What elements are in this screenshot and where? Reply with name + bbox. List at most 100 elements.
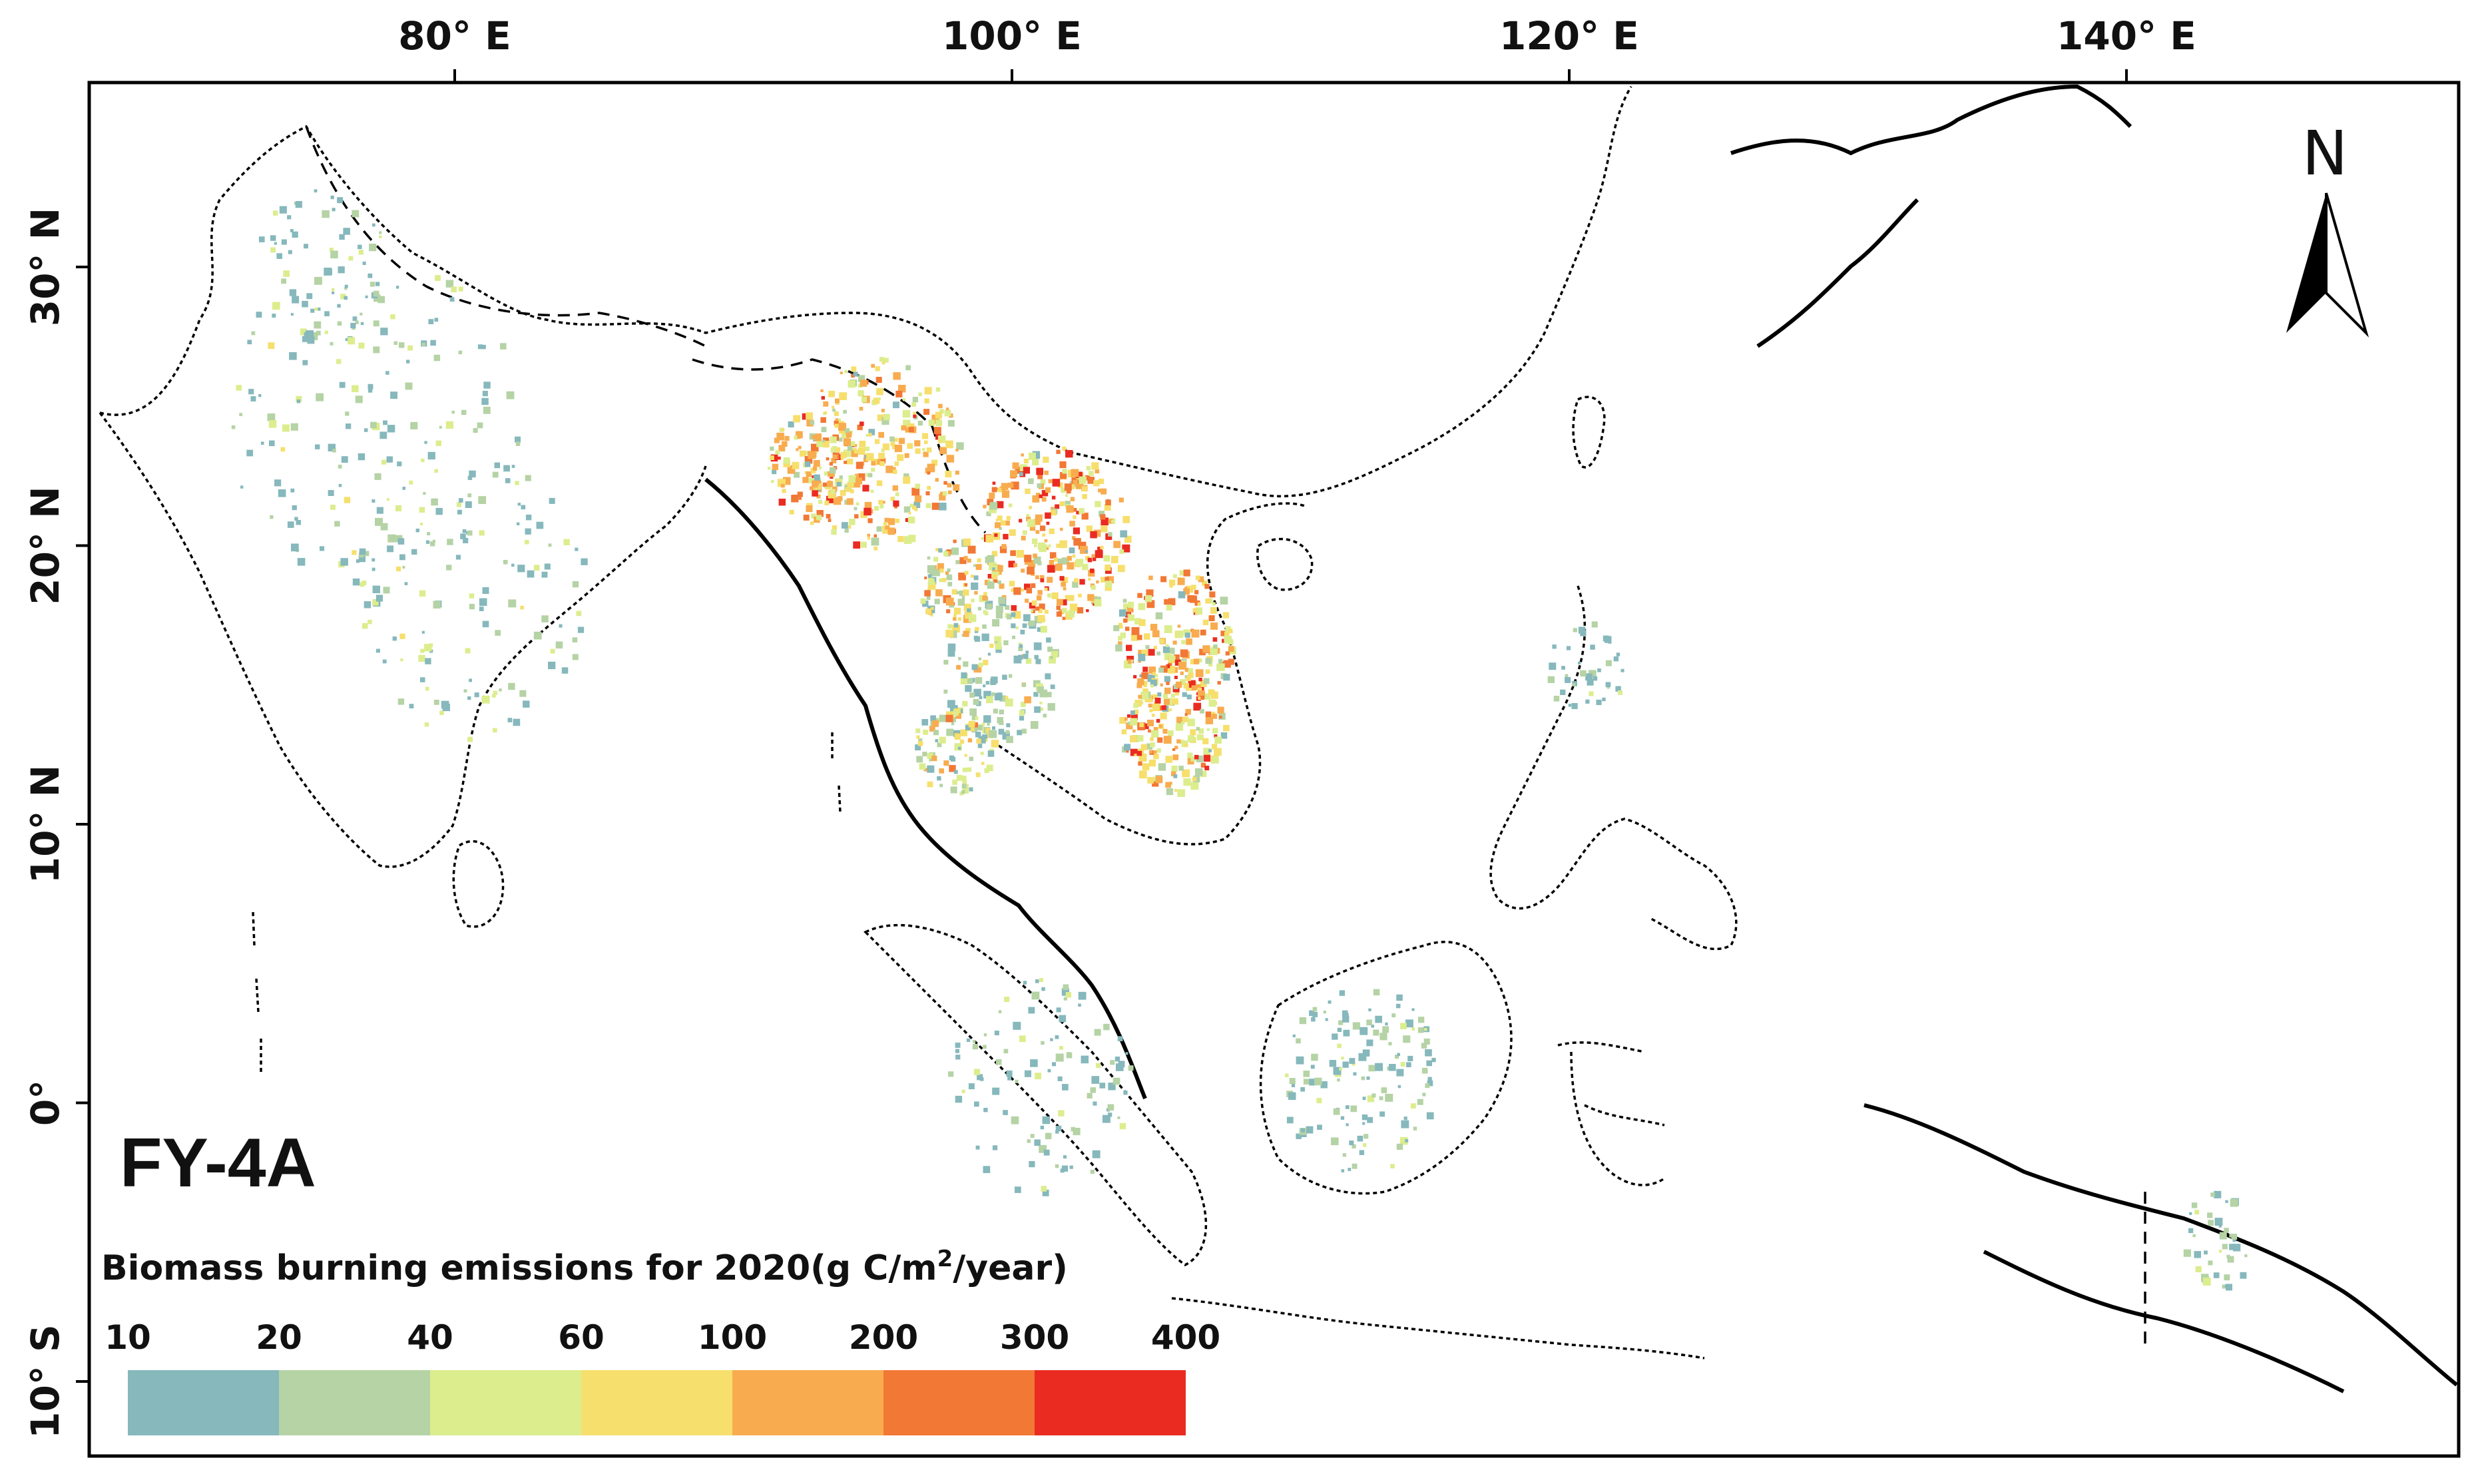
burn-pixel xyxy=(914,495,922,503)
burn-pixel xyxy=(1138,650,1144,656)
burn-pixel xyxy=(933,557,939,562)
burn-pixel xyxy=(961,672,967,678)
burn-pixel xyxy=(947,700,955,708)
burn-pixel xyxy=(1359,1150,1365,1155)
burn-pixel xyxy=(1073,507,1077,512)
burn-pixel xyxy=(371,499,375,503)
burn-pixel xyxy=(973,1040,976,1043)
burn-pixel xyxy=(493,690,497,695)
burn-pixel xyxy=(1218,712,1226,720)
burn-pixel xyxy=(865,453,874,461)
burn-pixel xyxy=(947,419,955,427)
legend-tick-label: 100 xyxy=(698,1318,767,1357)
burn-pixel xyxy=(1015,1079,1019,1083)
burn-pixel xyxy=(287,215,292,220)
burn-pixel xyxy=(1057,1076,1063,1081)
burn-pixel xyxy=(1064,483,1072,491)
burn-pixel xyxy=(882,525,891,534)
burn-pixel xyxy=(304,332,308,336)
burn-pixel xyxy=(1045,512,1051,519)
burn-pixel xyxy=(1152,776,1158,782)
burn-pixel xyxy=(1122,516,1130,523)
burn-pixel xyxy=(787,466,796,474)
burn-pixel xyxy=(1154,697,1161,704)
burn-pixel xyxy=(1057,558,1064,565)
burn-pixel xyxy=(893,469,897,474)
burn-pixel xyxy=(885,525,889,530)
burn-pixel xyxy=(798,445,802,449)
burn-pixel xyxy=(1011,612,1016,617)
burn-pixel xyxy=(854,473,859,478)
burn-pixel xyxy=(965,685,972,692)
burn-pixel xyxy=(846,433,850,437)
burn-pixel xyxy=(268,420,277,428)
burn-pixel xyxy=(1105,565,1111,571)
burn-pixel xyxy=(467,696,471,700)
burn-pixel xyxy=(469,678,472,682)
burn-pixel xyxy=(959,557,967,565)
burn-pixel xyxy=(544,563,551,570)
burn-pixel xyxy=(376,507,383,514)
burn-pixel xyxy=(1156,651,1161,656)
burn-pixel xyxy=(1049,528,1055,535)
burn-pixel xyxy=(1411,1027,1415,1031)
burn-pixel xyxy=(1003,1049,1009,1054)
burn-pixel xyxy=(1337,1078,1340,1082)
burn-pixel xyxy=(1342,1010,1348,1017)
burn-pixel xyxy=(2208,1220,2214,1226)
burn-pixel xyxy=(1058,1110,1065,1116)
burn-pixel xyxy=(1353,1072,1357,1076)
burn-pixel xyxy=(999,546,1007,553)
burn-pixel xyxy=(1140,691,1149,700)
burn-pixel xyxy=(924,440,928,444)
burn-pixel xyxy=(310,308,315,313)
burn-pixel xyxy=(998,597,1006,605)
burn-pixel xyxy=(280,447,286,452)
burn-pixel xyxy=(793,415,801,423)
burn-pixel xyxy=(782,441,788,447)
burn-pixel xyxy=(908,427,914,433)
burn-pixel xyxy=(1062,1084,1069,1091)
burn-pixel xyxy=(1144,595,1152,603)
burn-pixel xyxy=(1228,628,1233,634)
burn-pixel xyxy=(1202,619,1209,626)
burn-pixel xyxy=(1309,1079,1316,1086)
longitude-label: 120° E xyxy=(1499,13,1639,59)
burn-pixel xyxy=(792,461,800,469)
burn-pixel xyxy=(1037,561,1042,566)
burn-pixel xyxy=(881,361,885,365)
burn-pixel xyxy=(1032,538,1038,544)
burn-pixel xyxy=(847,481,854,488)
burn-pixel xyxy=(949,765,956,772)
burn-pixel xyxy=(2226,1284,2232,1291)
burn-pixel xyxy=(984,611,989,616)
north-arrow-letter: N xyxy=(2302,118,2348,189)
burn-pixel xyxy=(548,543,552,547)
burn-pixel xyxy=(1002,674,1007,680)
burn-pixel xyxy=(379,431,387,439)
burn-pixel xyxy=(1118,1061,1125,1068)
burn-pixel xyxy=(1328,1000,1332,1004)
burn-pixel xyxy=(1044,609,1049,614)
burn-pixel xyxy=(396,567,401,572)
burn-pixel xyxy=(494,462,501,469)
burn-pixel xyxy=(1021,728,1027,734)
burn-pixel xyxy=(931,607,934,610)
burn-pixel xyxy=(525,475,531,481)
burn-pixel xyxy=(2194,1210,2200,1215)
burn-pixel xyxy=(314,276,322,285)
burn-pixel xyxy=(1051,592,1059,599)
burn-pixel xyxy=(434,318,439,322)
burn-pixel xyxy=(1089,471,1094,476)
burn-pixel xyxy=(1040,525,1046,531)
burn-pixel xyxy=(1010,470,1017,478)
burn-pixel xyxy=(845,487,850,492)
burn-pixel xyxy=(954,733,961,740)
longitude-label: 100° E xyxy=(942,13,1082,59)
burn-pixel xyxy=(908,511,911,515)
burn-pixel xyxy=(339,381,346,388)
burn-pixel xyxy=(904,422,908,426)
burn-pixel xyxy=(1157,737,1163,743)
burn-pixel xyxy=(891,467,896,471)
burn-pixel xyxy=(1146,589,1154,597)
